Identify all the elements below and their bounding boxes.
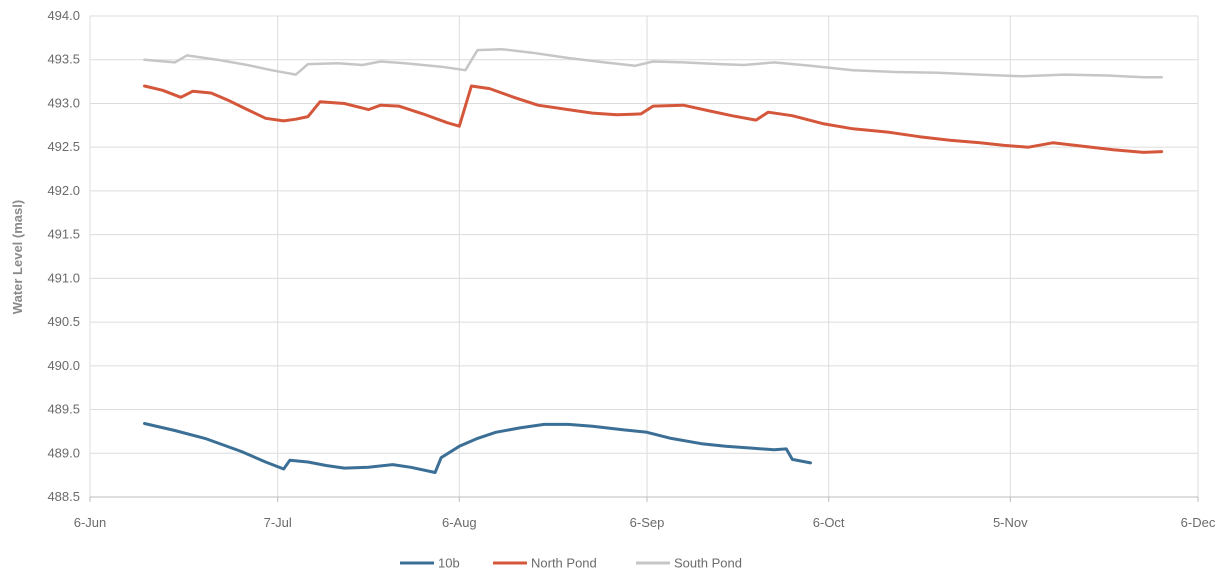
x-tick-label: 6-Aug xyxy=(442,515,477,530)
y-tick-label: 490.5 xyxy=(47,314,80,329)
y-tick-label: 492.0 xyxy=(47,183,80,198)
y-tick-label: 490.0 xyxy=(47,358,80,373)
x-tick-label: 6-Jun xyxy=(74,515,107,530)
series-line-south-pond xyxy=(143,47,1163,79)
y-tick-label: 488.5 xyxy=(47,489,80,504)
legend-label: 10b xyxy=(438,556,460,571)
legend: 10b North Pond South Pond xyxy=(400,556,742,571)
series-line-10b xyxy=(143,422,812,474)
legend-label: South Pond xyxy=(674,556,742,571)
y-tick-label: 491.5 xyxy=(47,227,80,242)
gridlines xyxy=(89,15,1199,498)
y-tick-label: 489.5 xyxy=(47,402,80,417)
y-tick-label: 491.0 xyxy=(47,270,80,285)
x-axis: 6-Jun 7-Jul 6-Aug 6-Sep 6-Oct 5-Nov 6-Dec xyxy=(74,496,1216,530)
y-tick-label: 493.0 xyxy=(47,95,80,110)
series-line-north-pond xyxy=(143,84,1164,154)
series-lines xyxy=(143,47,1164,474)
y-axis-label: Water Level (masl) xyxy=(10,200,25,314)
y-axis: 488.5 489.0 489.5 490.0 490.5 491.0 491.5 492.0… xyxy=(47,8,80,504)
x-tick-label: 6-Oct xyxy=(813,515,845,530)
y-tick-label: 494.0 xyxy=(47,8,80,23)
y-tick-label: 492.5 xyxy=(47,139,80,154)
x-tick-label: 6-Sep xyxy=(630,515,665,530)
x-tick-label: 5-Nov xyxy=(993,515,1028,530)
x-tick-label: 7-Jul xyxy=(264,515,292,530)
x-tick-label: 6-Dec xyxy=(1181,515,1216,530)
y-tick-label: 489.0 xyxy=(47,445,80,460)
legend-label: North Pond xyxy=(531,556,597,571)
y-tick-label: 493.5 xyxy=(47,52,80,67)
